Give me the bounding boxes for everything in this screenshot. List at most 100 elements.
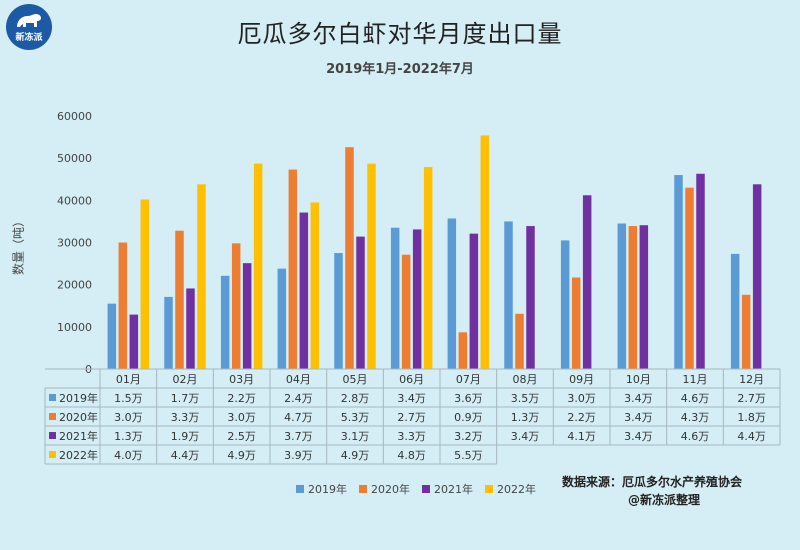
table-cell-value: 3.3万	[397, 430, 426, 443]
bar-2020年	[685, 187, 694, 369]
table-row-label: 2019年	[59, 391, 98, 405]
chart-subtitle: 2019年1月-2022年7月	[326, 62, 474, 77]
source-line: 数据来源：厄瓜多尔水产养殖协会	[562, 475, 743, 489]
table-row-label: 2022年	[59, 448, 98, 462]
legend-label: 2022年	[497, 483, 536, 496]
table-legend-key	[49, 413, 56, 420]
legend-swatch	[359, 485, 367, 493]
bar-2020年	[571, 277, 581, 369]
bar-2020年	[118, 242, 128, 369]
y-tick-label: 60000	[57, 110, 92, 123]
table-cell-value: 4.9万	[341, 449, 370, 462]
table-cell-value: 3.6万	[454, 392, 483, 405]
y-tick-label: 10000	[57, 321, 92, 334]
bar-2022年	[197, 184, 206, 369]
table-cell-value: 4.0万	[114, 449, 143, 462]
x-tick-label: 04月	[286, 373, 311, 386]
legend-label: 2020年	[371, 483, 410, 496]
polar-bear-icon	[17, 14, 41, 27]
table-cell-value: 3.4万	[624, 392, 653, 405]
legend-item: 2019年	[296, 481, 347, 497]
table-cell-value: 4.8万	[397, 449, 426, 462]
bar-2021年	[356, 236, 365, 369]
table-cell-value: 4.3万	[681, 411, 710, 424]
table-cell-value: 3.1万	[341, 430, 370, 443]
bar-2020年	[515, 313, 524, 369]
table-row-label: 2021年	[59, 429, 98, 443]
bar-2021年	[752, 184, 762, 369]
x-tick-label: 02月	[173, 373, 198, 386]
bar-2019年	[617, 223, 627, 369]
bar-2020年	[175, 230, 184, 369]
table-cell-value: 5.3万	[341, 411, 370, 424]
source-credit: @新冻派整理	[628, 493, 701, 507]
bar-2021年	[186, 288, 195, 369]
table-cell-value: 3.3万	[171, 411, 200, 424]
table-cell-value: 1.8万	[737, 411, 766, 424]
table-cell-value: 3.4万	[624, 411, 653, 424]
table-cell-value: 1.5万	[114, 392, 143, 405]
table-cell-value: 2.2万	[567, 411, 596, 424]
bar-2022年	[480, 135, 490, 369]
legend-swatch	[485, 485, 493, 493]
table-legend-key	[49, 432, 56, 439]
table-cell-value: 2.8万	[341, 392, 370, 405]
x-tick-label: 11月	[683, 373, 708, 386]
table-cell-value: 2.4万	[284, 392, 313, 405]
x-tick-label: 12月	[739, 373, 764, 386]
table-cell-value: 1.3万	[114, 430, 143, 443]
data-source: 数据来源：厄瓜多尔水产养殖协会 @新冻派整理	[562, 473, 742, 509]
bar-2021年	[639, 225, 649, 369]
x-tick-label: 03月	[229, 373, 254, 386]
y-tick-label: 30000	[57, 237, 92, 250]
table-row-label: 2020年	[59, 410, 98, 424]
table-cell-value: 4.6万	[681, 430, 710, 443]
y-tick-label: 20000	[57, 279, 92, 292]
bar-2020年	[458, 332, 468, 369]
x-tick-label: 08月	[513, 373, 538, 386]
legend-item: 2020年	[359, 481, 410, 497]
bar-2021年	[412, 229, 422, 369]
bar-2021年	[582, 195, 592, 369]
bar-2021年	[242, 263, 252, 369]
legend-item: 2022年	[485, 481, 536, 497]
bar-2021年	[526, 226, 535, 369]
x-tick-label: 07月	[456, 373, 481, 386]
bar-2019年	[164, 296, 173, 369]
legend-swatch	[296, 485, 304, 493]
bar-2020年	[231, 243, 241, 369]
bar-2019年	[334, 253, 343, 369]
bar-2019年	[504, 221, 513, 369]
table-cell-value: 2.2万	[227, 392, 256, 405]
table-cell-value: 4.6万	[681, 392, 710, 405]
bar-2021年	[696, 173, 705, 369]
table-cell-value: 3.4万	[624, 430, 653, 443]
table-cell-value: 2.5万	[227, 430, 256, 443]
table-cell-value: 1.7万	[171, 392, 200, 405]
table-legend-key	[49, 394, 56, 401]
bar-2022年	[367, 163, 376, 369]
table-cell-value: 3.0万	[567, 392, 596, 405]
bar-2019年	[107, 303, 117, 369]
y-tick-label: 40000	[57, 194, 92, 207]
table-cell-value: 4.4万	[171, 449, 200, 462]
table-cell-value: 3.2万	[454, 430, 483, 443]
legend-swatch	[422, 485, 430, 493]
bar-2022年	[140, 199, 150, 369]
bar-2022年	[253, 163, 263, 369]
table-cell-value: 0.9万	[454, 411, 483, 424]
legend: 2019年 2020年 2021年 2022年	[296, 481, 536, 497]
brand-logo: 新冻派	[6, 4, 52, 50]
bar-2021年	[469, 233, 479, 369]
x-tick-label: 10月	[626, 373, 651, 386]
y-tick-label: 50000	[57, 152, 92, 165]
bar-2020年	[288, 169, 298, 369]
legend-item: 2021年	[422, 481, 473, 497]
x-tick-label: 09月	[569, 373, 594, 386]
table-cell-value: 3.0万	[227, 411, 256, 424]
table-cell-value: 3.5万	[511, 392, 540, 405]
table-cell-value: 5.5万	[454, 449, 483, 462]
x-tick-label: 06月	[399, 373, 424, 386]
bar-2020年	[628, 226, 638, 369]
